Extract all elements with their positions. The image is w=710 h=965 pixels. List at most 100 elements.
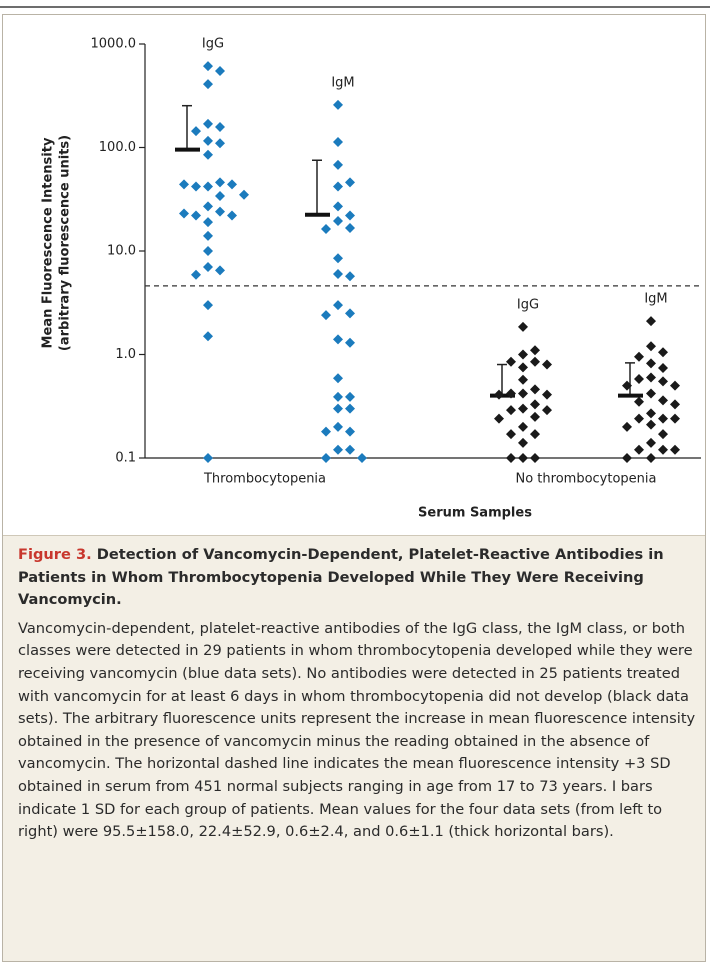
- data-point: [518, 437, 528, 448]
- data-point: [658, 395, 668, 406]
- data-point: [357, 453, 367, 463]
- x-axis-title: Serum Samples: [418, 506, 532, 521]
- data-point: [203, 149, 213, 160]
- chart: Mean Fluorescence Intensity (arbitrary f…: [41, 37, 701, 521]
- data-point: [670, 444, 680, 455]
- data-point: [333, 334, 343, 345]
- data-point: [506, 356, 516, 367]
- top-rule: [0, 6, 710, 8]
- data-point: [191, 210, 201, 221]
- data-point: [345, 308, 355, 319]
- data-point: [622, 453, 632, 463]
- data-point: [321, 426, 331, 437]
- data-point: [203, 262, 213, 273]
- data-point: [215, 206, 225, 217]
- data-point: [215, 265, 225, 276]
- data-point: [333, 391, 343, 402]
- data-point: [622, 380, 632, 391]
- data-point: [333, 444, 343, 455]
- data-point: [646, 408, 656, 419]
- data-point: [646, 341, 656, 352]
- data-point: [622, 421, 632, 432]
- data-point: [530, 399, 540, 410]
- data-point: [658, 376, 668, 387]
- data-point: [203, 246, 213, 256]
- data-point: [239, 189, 249, 200]
- data-point: [658, 347, 668, 358]
- data-point: [542, 405, 552, 416]
- x-category-label: No thrombocytopenia: [516, 472, 657, 487]
- caption: Figure 3. Detection of Vancomycin-Depend…: [18, 544, 698, 844]
- data-point: [670, 380, 680, 391]
- data-point: [345, 222, 355, 233]
- data-point: [345, 391, 355, 402]
- data-point: [345, 210, 355, 221]
- data-point: [215, 190, 225, 201]
- data-point: [345, 271, 355, 282]
- data-point: [646, 419, 656, 430]
- data-point: [634, 351, 644, 362]
- data-point: [518, 388, 528, 399]
- data-point: [333, 215, 343, 226]
- data-point: [203, 217, 213, 228]
- data-point: [333, 201, 343, 212]
- data-point: [646, 316, 656, 327]
- data-point: [333, 403, 343, 414]
- data-point: [333, 268, 343, 279]
- data-point: [227, 179, 237, 190]
- data-point: [333, 253, 343, 264]
- series-label: IgM: [644, 292, 667, 307]
- data-point: [203, 453, 213, 463]
- series-label: IgM: [331, 75, 354, 90]
- data-point: [634, 396, 644, 407]
- data-point: [658, 413, 668, 424]
- caption-text: Vancomycin-dependent, platelet-reactive …: [18, 619, 696, 841]
- data-point: [646, 372, 656, 383]
- data-point: [345, 403, 355, 414]
- data-point: [179, 179, 189, 190]
- data-point: [215, 138, 225, 149]
- y-tick-label: 0.1: [115, 451, 136, 466]
- series-label: IgG: [517, 297, 539, 312]
- y-tick-label: 100.0: [99, 140, 136, 155]
- data-point: [203, 230, 213, 241]
- data-point: [506, 453, 516, 463]
- data-point: [333, 99, 343, 110]
- data-point: [203, 331, 213, 342]
- data-point: [203, 79, 213, 90]
- data-point: [203, 181, 213, 192]
- data-point: [530, 411, 540, 422]
- data-point: [646, 358, 656, 369]
- data-point: [658, 429, 668, 440]
- data-point: [345, 444, 355, 455]
- data-point: [215, 121, 225, 132]
- data-point: [506, 388, 516, 399]
- caption-heading: Figure 3. Detection of Vancomycin-Depend…: [18, 544, 698, 612]
- series-label: IgG: [202, 37, 224, 52]
- data-point: [518, 374, 528, 385]
- data-point: [530, 345, 540, 356]
- data-point: [215, 177, 225, 188]
- data-point: [518, 349, 528, 360]
- data-point: [203, 300, 213, 311]
- data-point: [494, 389, 504, 400]
- data-point: [191, 269, 201, 280]
- data-point: [345, 426, 355, 437]
- data-point: [658, 444, 668, 455]
- chart-panel: Mean Fluorescence Intensity (arbitrary f…: [3, 15, 705, 536]
- data-point: [634, 444, 644, 455]
- data-point: [345, 177, 355, 188]
- data-point: [646, 453, 656, 463]
- figure-label: Figure 3.: [18, 546, 92, 563]
- data-point: [345, 337, 355, 348]
- data-point: [203, 61, 213, 72]
- data-point: [321, 224, 331, 235]
- data-point: [191, 126, 201, 137]
- data-point: [506, 405, 516, 416]
- data-point: [333, 373, 343, 384]
- x-category-label: Thrombocytopenia: [203, 472, 326, 487]
- data-point: [227, 210, 237, 221]
- figure-title: Detection of Vancomycin-Dependent, Plate…: [18, 546, 664, 609]
- data-point: [530, 356, 540, 367]
